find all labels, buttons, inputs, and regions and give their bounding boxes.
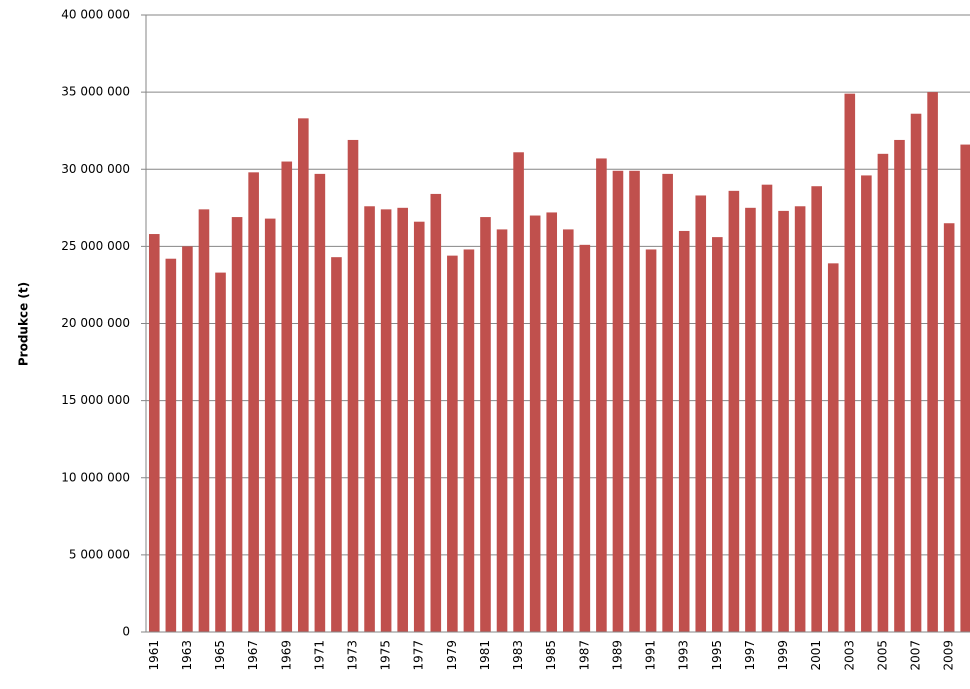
bar [662, 173, 673, 632]
bar [827, 263, 839, 632]
bar [844, 93, 856, 633]
bar [927, 92, 938, 632]
x-tick-label: 2007 [909, 640, 923, 671]
y-tick-label: 40 000 000 [61, 8, 130, 22]
bar [629, 170, 640, 633]
bar [579, 244, 591, 632]
x-tick-label: 1987 [577, 640, 591, 671]
x-tick-label: 2009 [942, 640, 956, 671]
bar [943, 223, 955, 633]
bar [877, 153, 889, 632]
x-tick-label: 1963 [180, 640, 194, 671]
bar [447, 255, 458, 632]
bar [231, 217, 243, 632]
bar [960, 144, 970, 632]
x-tick-label: 1989 [610, 640, 624, 671]
bar [215, 272, 226, 632]
bar [165, 258, 177, 632]
bar [397, 207, 408, 632]
bar [894, 139, 905, 632]
y-tick-label: 35 000 000 [61, 85, 130, 99]
bar [513, 152, 524, 632]
bar [778, 210, 789, 632]
bar [562, 229, 574, 632]
bar [811, 186, 822, 632]
bar [248, 172, 259, 632]
x-tick-label: 2001 [809, 640, 823, 671]
bar [745, 207, 756, 632]
x-tick-label: 1993 [677, 640, 691, 671]
bar [645, 249, 657, 632]
x-tick-label: 1961 [147, 640, 161, 671]
bar [281, 161, 293, 632]
bar [695, 195, 707, 632]
bar [182, 246, 193, 632]
bar [413, 221, 425, 632]
bar [794, 206, 806, 632]
bar [430, 193, 442, 632]
bar [331, 257, 342, 632]
x-tick-label: 1965 [213, 640, 227, 671]
x-tick-label: 1971 [312, 640, 326, 671]
bar [728, 190, 740, 632]
bar [347, 139, 359, 632]
bar [678, 230, 690, 632]
bar [612, 170, 624, 633]
bar [861, 175, 872, 633]
x-tick-label: 1973 [346, 640, 360, 671]
y-tick-label: 25 000 000 [61, 239, 130, 253]
y-tick-label: 10 000 000 [61, 470, 130, 484]
x-tick-label: 1977 [412, 640, 426, 671]
y-tick-label: 15 000 000 [61, 393, 130, 407]
y-tick-label: 0 [122, 625, 130, 639]
bar [463, 249, 475, 632]
bar [198, 209, 210, 633]
x-tick-label: 2003 [842, 640, 856, 671]
x-tick-label: 1999 [776, 640, 790, 671]
bar [910, 113, 922, 633]
bar [496, 229, 508, 632]
y-tick-label: 30 000 000 [61, 162, 130, 176]
x-tick-label: 1985 [544, 640, 558, 671]
bar [761, 184, 773, 633]
x-tick-label: 1991 [644, 640, 658, 671]
x-tick-label: 1981 [478, 640, 492, 671]
bar [314, 173, 326, 632]
x-tick-label: 1983 [511, 640, 525, 671]
x-tick-label: 1969 [279, 640, 293, 671]
bar [298, 118, 309, 632]
y-tick-label: 5 000 000 [69, 547, 130, 561]
x-tick-label: 2005 [875, 640, 889, 671]
bar [596, 158, 607, 632]
y-axis-label: Produkce (t) [17, 282, 31, 366]
bar [364, 206, 375, 632]
x-tick-label: 1995 [710, 640, 724, 671]
x-tick-label: 1975 [379, 640, 393, 671]
bar [529, 215, 541, 632]
bar [264, 218, 276, 633]
x-tick-label: 1997 [743, 640, 757, 671]
bar [546, 212, 558, 632]
bar [380, 209, 392, 633]
x-tick-label: 1967 [246, 640, 260, 671]
bar [480, 217, 491, 632]
bar [712, 237, 723, 632]
y-tick-label: 20 000 000 [61, 316, 130, 330]
x-tick-label: 1979 [445, 640, 459, 671]
bar [148, 234, 160, 632]
